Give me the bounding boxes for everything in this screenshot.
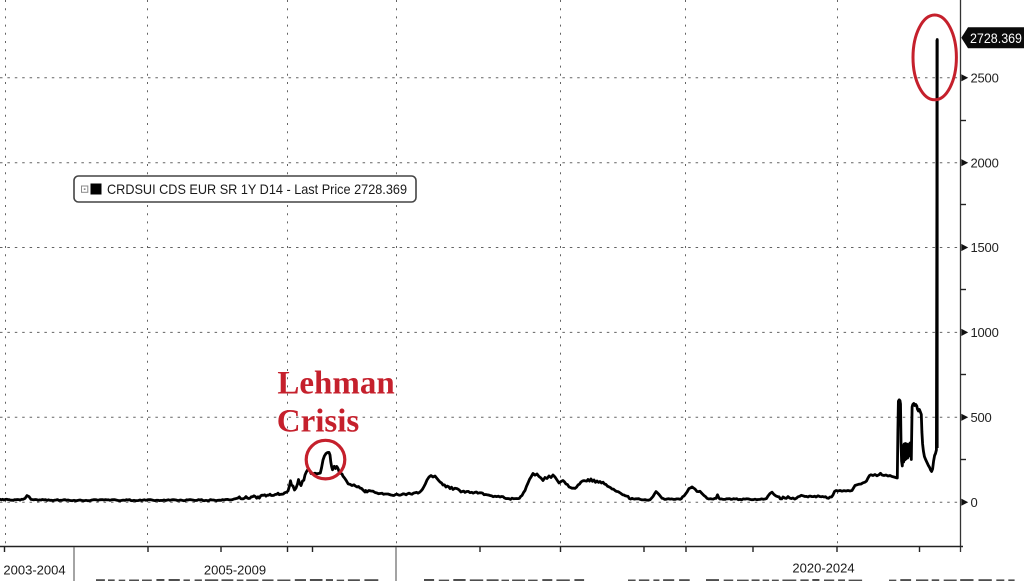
- svg-text:2005-2009: 2005-2009: [204, 563, 266, 578]
- svg-text:1500: 1500: [971, 240, 999, 255]
- svg-text:2003-2004: 2003-2004: [3, 563, 65, 578]
- svg-text:0: 0: [971, 495, 978, 510]
- svg-text:1000: 1000: [971, 325, 999, 340]
- svg-text:2000: 2000: [971, 155, 999, 170]
- svg-text:2020-2024: 2020-2024: [792, 561, 854, 576]
- svg-text:CRDSUI CDS EUR SR 1Y D14 - Las: CRDSUI CDS EUR SR 1Y D14 - Last Price 27…: [107, 181, 407, 197]
- svg-text:Lehman: Lehman: [277, 366, 394, 402]
- svg-text:2728.369: 2728.369: [970, 31, 1022, 46]
- svg-text:Crisis: Crisis: [277, 404, 360, 440]
- svg-text:2500: 2500: [971, 71, 999, 86]
- svg-text:500: 500: [971, 410, 992, 425]
